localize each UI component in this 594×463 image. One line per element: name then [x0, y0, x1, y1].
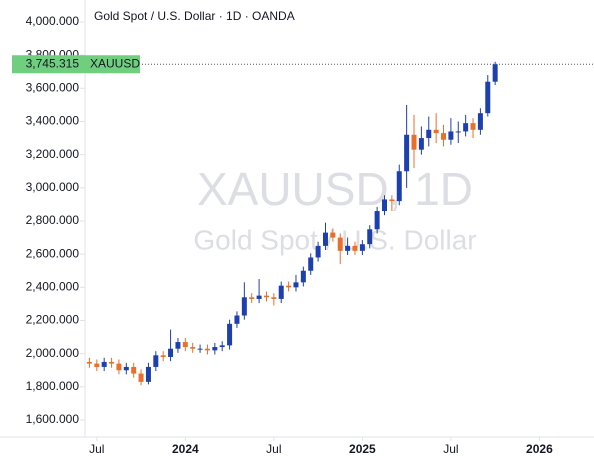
x-tick-label: 2026: [526, 442, 553, 456]
candle-body: [374, 211, 380, 230]
candle-body: [337, 237, 343, 251]
candle-body: [123, 366, 129, 371]
candle-body: [463, 123, 469, 132]
candle-body: [212, 347, 218, 351]
candle-body: [249, 297, 255, 299]
candle-body: [286, 285, 292, 288]
y-tick-label: 1,800.000: [26, 379, 80, 393]
candle-body: [308, 257, 314, 271]
candle-body: [455, 131, 461, 133]
candle-body: [359, 244, 365, 251]
candle-body: [441, 133, 447, 140]
y-tick-label: 2,200.000: [26, 313, 80, 327]
candle-body: [160, 355, 166, 357]
watermark: XAUUSD, 1D: [197, 163, 473, 215]
candle-body: [94, 363, 100, 367]
candle-body: [470, 123, 476, 130]
candle-body: [116, 363, 122, 371]
candle-body: [485, 81, 491, 114]
candle-body: [101, 361, 107, 367]
candle-body: [234, 315, 240, 324]
candle-body: [197, 348, 203, 350]
candle-body: [271, 297, 277, 299]
candle-body: [330, 232, 336, 238]
candle-body: [204, 348, 210, 351]
candle-body: [131, 366, 137, 374]
y-tick-label: 3,000.000: [26, 180, 80, 194]
candle-body: [168, 348, 174, 357]
y-tick-label: 3,200.000: [26, 147, 80, 161]
candle-body: [315, 245, 321, 258]
candle-body: [345, 245, 351, 251]
candle-body: [448, 131, 454, 140]
candle-body: [138, 373, 144, 382]
candle-body: [418, 138, 424, 150]
candle-body: [219, 345, 225, 348]
candle-body: [389, 199, 395, 202]
candle-body: [182, 342, 188, 348]
candle-body: [86, 361, 92, 364]
candle-body: [477, 113, 483, 130]
x-tick-label: 2025: [349, 442, 376, 456]
y-tick-label: 4,000.000: [26, 14, 80, 28]
y-tick-label: 3,600.000: [26, 80, 80, 94]
candle-body: [433, 129, 439, 134]
watermark-subtitle: Gold Spot / U.S. Dollar: [193, 224, 476, 255]
candle-body: [300, 270, 306, 283]
candle-body: [352, 245, 358, 251]
candle-body: [153, 355, 159, 367]
candle-body: [322, 232, 328, 246]
y-tick-label: 3,400.000: [26, 114, 80, 128]
x-tick-label: Jul: [89, 442, 104, 456]
symbol-box: [85, 55, 140, 74]
candle-body: [227, 323, 233, 346]
candle-body: [263, 295, 269, 298]
candle-body: [404, 134, 410, 172]
candle-body: [381, 199, 387, 212]
last-price-box: [12, 55, 85, 74]
x-tick-label: Jul: [443, 442, 458, 456]
y-tick-label: 2,400.000: [26, 280, 80, 294]
x-tick-label: Jul: [266, 442, 281, 456]
candle-body: [426, 129, 432, 139]
chart-title: Gold Spot / U.S. Dollar · 1D · OANDA: [94, 9, 295, 23]
y-tick-label: 2,800.000: [26, 213, 80, 227]
last-price-label: 3,745.315: [26, 56, 80, 70]
candle-body: [492, 64, 498, 82]
candle-body: [256, 295, 262, 299]
candle-body: [293, 282, 299, 288]
candle-body: [396, 171, 402, 202]
candle-body: [190, 347, 196, 349]
candle-body: [175, 342, 181, 349]
candle-body: [278, 285, 284, 299]
candle-body: [109, 361, 115, 364]
x-tick-label: 2024: [172, 442, 199, 456]
symbol-label: XAUUSD: [90, 56, 140, 70]
candle-body: [411, 134, 417, 150]
y-tick-label: 2,000.000: [26, 346, 80, 360]
y-tick-label: 1,600.000: [26, 412, 80, 426]
y-tick-label: 2,600.000: [26, 246, 80, 260]
candle-body: [367, 229, 373, 245]
candle-body: [241, 297, 247, 316]
candle-body: [145, 366, 151, 382]
